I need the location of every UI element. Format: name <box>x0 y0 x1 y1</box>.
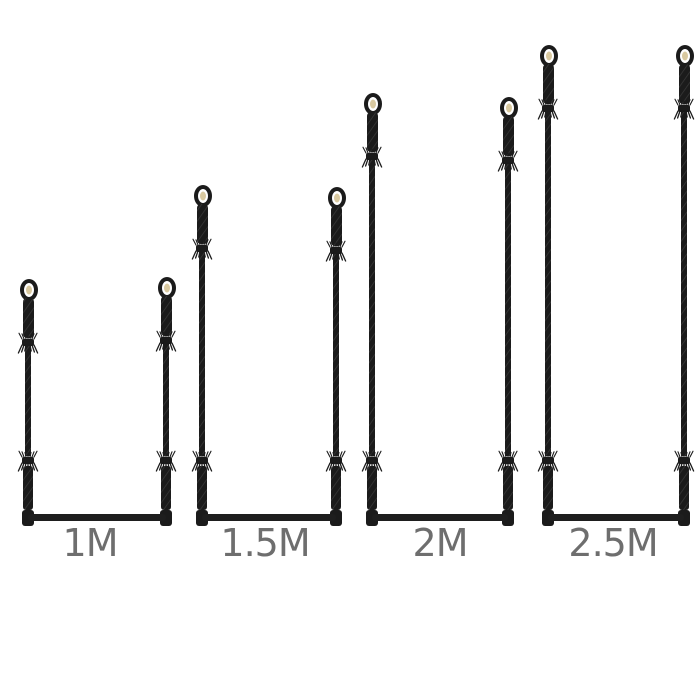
trapeze-bar <box>372 514 508 521</box>
trapeze-3 <box>361 93 519 526</box>
size-label-2m: 2M <box>412 521 469 565</box>
trapeze-bar <box>202 514 336 521</box>
trapeze-2 <box>191 185 347 526</box>
lower-knot <box>155 450 177 472</box>
rope-right <box>497 97 519 526</box>
lower-knot <box>191 450 213 472</box>
trapeze-bar <box>28 514 166 521</box>
trapeze-4 <box>537 45 695 526</box>
size-label-2-5m: 2.5M <box>568 521 658 565</box>
upper-knot <box>191 238 213 260</box>
lower-knot <box>537 450 559 472</box>
rope-left <box>537 45 559 526</box>
lower-knot <box>17 450 39 472</box>
trapeze-bar <box>548 514 684 521</box>
lower-knot <box>325 450 347 472</box>
rope-right <box>673 45 695 526</box>
size-label-1m: 1M <box>62 521 119 565</box>
rope-left <box>361 93 383 526</box>
lower-knot <box>497 450 519 472</box>
rope-right <box>155 277 177 526</box>
trapeze-1 <box>17 277 177 526</box>
upper-knot <box>155 330 177 352</box>
size-label-1-5m: 1.5M <box>220 521 310 565</box>
rope-left <box>191 185 213 526</box>
rope-left <box>17 279 39 526</box>
rope-right <box>325 187 347 526</box>
